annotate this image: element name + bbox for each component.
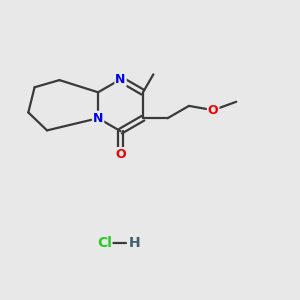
Text: H: H <box>129 236 140 250</box>
Text: O: O <box>115 148 126 161</box>
Text: Cl: Cl <box>97 236 112 250</box>
Text: N: N <box>93 112 103 125</box>
Text: N: N <box>116 73 126 86</box>
Text: O: O <box>208 104 218 117</box>
